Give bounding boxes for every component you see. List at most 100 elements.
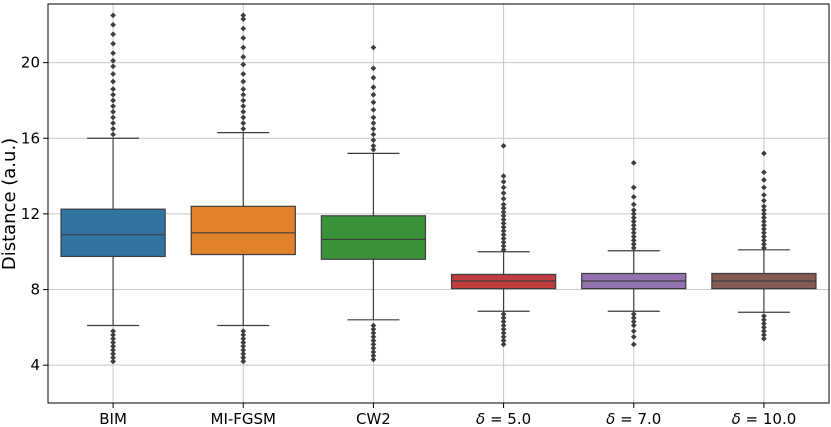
outlier-point	[370, 341, 377, 348]
box-iqr	[60, 208, 166, 258]
outlier-point	[240, 103, 247, 110]
outlier-point	[760, 197, 767, 204]
x-tick-label: BIM	[99, 410, 127, 427]
outlier-point	[630, 222, 637, 229]
outlier-point	[110, 12, 117, 19]
outlier-point	[240, 86, 247, 93]
outlier-point	[630, 318, 637, 325]
outlier-point	[110, 78, 117, 85]
outlier-point	[630, 218, 637, 225]
outlier-point	[500, 330, 507, 336]
outlier-point	[630, 229, 637, 236]
outlier-point	[630, 322, 637, 329]
outlier-point	[760, 320, 767, 327]
box-group	[320, 44, 427, 363]
outlier-point	[240, 44, 247, 51]
outlier-point	[370, 44, 377, 51]
outlier-point	[370, 337, 377, 344]
outlier-point	[500, 178, 507, 185]
outlier-point	[630, 328, 637, 335]
outlier-point	[110, 86, 117, 93]
x-tick-label: δ = 7.0	[606, 410, 661, 427]
outlier-point	[500, 201, 507, 208]
outlier-point	[760, 244, 767, 251]
outlier-point	[370, 91, 377, 98]
outlier-point	[370, 131, 377, 138]
outlier-point	[630, 341, 637, 348]
outlier-point	[370, 348, 377, 355]
y-tick-label: 8	[30, 281, 40, 299]
outlier-point	[500, 195, 507, 202]
outlier-point	[630, 244, 637, 251]
outlier-point	[370, 125, 377, 132]
outlier-point	[760, 335, 767, 342]
outlier-point	[760, 222, 767, 229]
outlier-point	[500, 326, 507, 333]
outlier-point	[500, 220, 507, 227]
outlier-point	[370, 345, 377, 352]
box-group	[581, 159, 687, 348]
outlier-point	[760, 214, 767, 221]
outlier-point	[630, 159, 637, 166]
outlier-point	[500, 173, 507, 180]
outlier-point	[240, 328, 247, 335]
outlier-point	[760, 331, 767, 338]
outlier-point	[370, 65, 377, 72]
outlier-point	[240, 78, 247, 85]
outlier-point	[240, 358, 247, 365]
outlier-point	[110, 331, 117, 338]
outlier-point	[500, 212, 507, 219]
outlier-point	[110, 31, 117, 38]
y-tick-label: 12	[21, 205, 40, 223]
outlier-point	[760, 316, 767, 323]
outlier-point	[630, 237, 637, 244]
outlier-point	[760, 229, 767, 236]
outlier-point	[110, 97, 117, 104]
outlier-point	[760, 241, 767, 248]
outlier-point	[240, 335, 247, 342]
outlier-point	[240, 120, 247, 127]
outlier-point	[500, 235, 507, 242]
outlier-point	[110, 339, 117, 346]
outlier-point	[370, 137, 377, 144]
x-tick-label: CW2	[356, 410, 391, 427]
x-tick-label: MI-FGSM	[211, 410, 277, 427]
outlier-point	[370, 333, 377, 340]
outlier-point	[240, 343, 247, 350]
outlier-point	[760, 237, 767, 244]
outlier-point	[370, 74, 377, 81]
outlier-point	[110, 120, 117, 127]
outlier-point	[500, 209, 507, 215]
y-axis-label: Distance (a.u.)	[0, 138, 20, 270]
outlier-point	[110, 358, 117, 365]
outlier-point	[240, 61, 247, 68]
outlier-point	[630, 201, 637, 208]
outlier-point	[110, 50, 117, 57]
outlier-point	[500, 142, 507, 149]
outlier-point	[630, 210, 637, 217]
outlier-point	[110, 57, 117, 64]
outlier-point	[240, 97, 247, 104]
outlier-point	[370, 114, 377, 121]
outlier-point	[240, 354, 247, 361]
x-tick-label: δ = 10.0	[732, 410, 797, 427]
outlier-point	[240, 16, 247, 23]
outlier-point	[760, 203, 767, 210]
outlier-point	[500, 184, 507, 191]
outlier-point	[110, 131, 117, 138]
outlier-point	[500, 322, 507, 329]
outlier-point	[240, 125, 247, 132]
outlier-point	[630, 184, 637, 191]
outlier-point	[370, 326, 377, 333]
plot-frame	[47, 3, 830, 404]
outlier-point	[110, 103, 117, 110]
outlier-point	[240, 108, 247, 115]
outlier-point	[110, 63, 117, 70]
outlier-point	[370, 84, 377, 91]
outlier-point	[240, 25, 247, 32]
y-tick-label: 4	[30, 356, 40, 374]
outlier-point	[240, 347, 247, 354]
box-group	[711, 150, 817, 342]
outlier-point	[500, 311, 507, 318]
